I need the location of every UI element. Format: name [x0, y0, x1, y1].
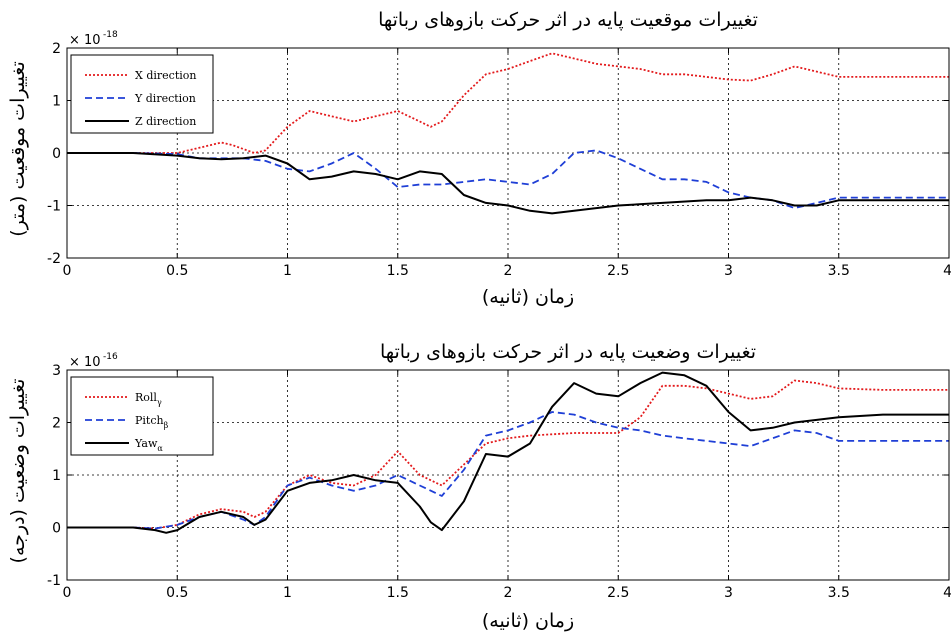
x-tick-label: 1.5 — [387, 263, 409, 279]
x-tick-label: 1 — [283, 263, 292, 279]
x-tick-label: 3.5 — [828, 263, 850, 279]
series-line-x-direction — [67, 52, 949, 154]
x-axis-label: زمان (ثانیه) — [482, 286, 574, 308]
series-line-yaw — [67, 371, 949, 534]
x-axis-label: زمان (ثانیه) — [482, 610, 574, 632]
legend-subscript: β — [164, 421, 169, 430]
y-axis-label: تغییرات وضعیت (درجه) — [7, 379, 29, 564]
x-tick-label: 2.5 — [607, 585, 629, 601]
x-tick-label: 0.5 — [166, 585, 188, 601]
y-tick-label: 2 — [52, 416, 61, 432]
x-tick-label: 1.5 — [387, 585, 409, 601]
chart-title: تغییرات وضعیت پایه در اثر حرکت بازوهای ر… — [380, 341, 756, 363]
x-tick-label: 2 — [504, 263, 513, 279]
x-tick-label: 2.5 — [607, 263, 629, 279]
series-line-z-direction — [67, 152, 949, 215]
y-axis-label: تغییرات موقعیت (متر) — [7, 61, 29, 237]
legend-subscript: γ — [157, 398, 162, 407]
y-tick-label: 3 — [52, 363, 61, 379]
y-tick-label: 2 — [52, 41, 61, 57]
legend-label: Z direction — [135, 115, 196, 128]
legend-label: Y direction — [134, 92, 196, 105]
x-tick-label: 3 — [724, 263, 733, 279]
x-tick-label: 0 — [63, 263, 72, 279]
legend: Rollγ Pitchβ Yawα — [70, 376, 214, 456]
y-tick-label: 1 — [52, 468, 61, 484]
x-tick-label: 4 — [943, 263, 951, 279]
x-tick-label: 0.5 — [166, 263, 188, 279]
legend-label: Yawα — [134, 437, 163, 453]
legend-label: Pitchβ — [135, 414, 169, 430]
legend-label: Rollγ — [135, 391, 162, 407]
series-line-pitch — [67, 411, 949, 530]
y-tick-label: -1 — [47, 199, 61, 215]
x-tick-label: 3 — [724, 585, 733, 601]
grid — [67, 48, 949, 258]
y-exponent: -18 — [103, 30, 118, 40]
x-tick-label: 1 — [283, 585, 292, 601]
x-tick-label: 4 — [943, 585, 951, 601]
y-exponent: -16 — [103, 352, 118, 362]
y-tick-label: -2 — [47, 251, 61, 267]
series-line-roll — [67, 379, 949, 530]
chart-title: تغییرات موقعیت پایه در اثر حرکت بازوهای … — [378, 9, 758, 31]
x-tick-label: 0 — [63, 585, 72, 601]
legend-label: X direction — [135, 69, 196, 82]
x-tick-label: 2 — [504, 585, 513, 601]
position-chart: 0 0.5 1 1.5 2 2.5 3 3.5 4 -2 -1 0 1 2 × 10 -18 تغییرات م… — [7, 9, 951, 308]
legend: X direction Y direction Z direction — [70, 54, 214, 134]
y-tick-label: 1 — [52, 94, 61, 110]
y-tick-label: 0 — [52, 521, 61, 537]
legend-subscript: α — [157, 444, 163, 453]
y-tick-label: -1 — [47, 573, 61, 589]
x-tick-label: 3.5 — [828, 585, 850, 601]
y-tick-label: 0 — [52, 146, 61, 162]
y-multiplier: × 10 — [69, 33, 101, 48]
y-multiplier: × 10 — [69, 355, 101, 370]
